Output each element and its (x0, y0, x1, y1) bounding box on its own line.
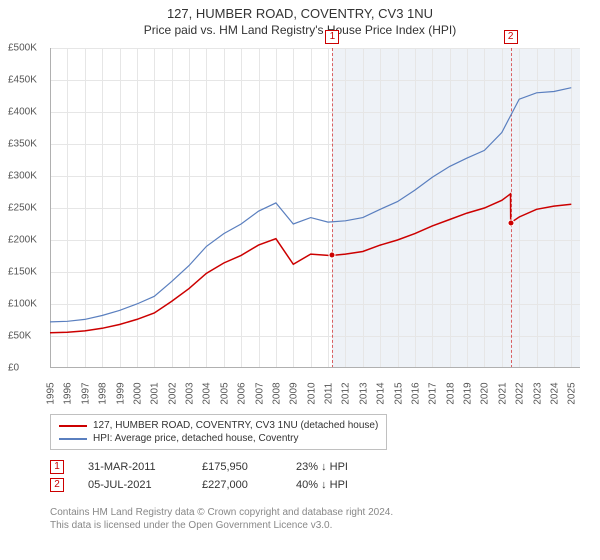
chart-container: 127, HUMBER ROAD, COVENTRY, CV3 1NU Pric… (0, 0, 600, 560)
x-tick-label: 2018 (445, 382, 456, 404)
x-tick-label: 2001 (150, 382, 161, 404)
y-tick-label: £150K (8, 267, 37, 278)
event-date: 05-JUL-2021 (88, 479, 178, 491)
x-tick-label: 2024 (550, 382, 561, 404)
x-tick-label: 2014 (376, 382, 387, 404)
event-badge: 1 (50, 460, 64, 474)
x-tick-label: 2021 (497, 382, 508, 404)
event-delta: 40% ↓ HPI (296, 479, 348, 491)
x-tick-label: 1995 (46, 382, 57, 404)
y-tick-label: £450K (8, 75, 37, 86)
x-tick-label: 2013 (358, 382, 369, 404)
x-tick-label: 1996 (63, 382, 74, 404)
event-row: 2 05-JUL-2021 £227,000 40% ↓ HPI (50, 476, 348, 494)
x-tick-label: 2016 (411, 382, 422, 404)
y-tick-label: £250K (8, 203, 37, 214)
x-tick-label: 2000 (133, 382, 144, 404)
event-price: £227,000 (202, 479, 272, 491)
x-tick-label: 2006 (237, 382, 248, 404)
x-tick-label: 2017 (428, 382, 439, 404)
x-tick-label: 1997 (80, 382, 91, 404)
x-tick-label: 2003 (185, 382, 196, 404)
legend-swatch (59, 438, 87, 440)
x-tick-label: 2008 (272, 382, 283, 404)
x-tick-label: 2012 (341, 382, 352, 404)
legend-label: HPI: Average price, detached house, Cove… (93, 433, 299, 444)
x-tick-label: 1999 (115, 382, 126, 404)
event-dot (507, 219, 514, 226)
legend: 127, HUMBER ROAD, COVENTRY, CV3 1NU (det… (50, 414, 387, 450)
event-row: 1 31-MAR-2011 £175,950 23% ↓ HPI (50, 458, 348, 476)
legend-swatch (59, 425, 87, 427)
event-price: £175,950 (202, 461, 272, 473)
y-tick-label: £300K (8, 171, 37, 182)
y-tick-label: £500K (8, 43, 37, 54)
x-tick-label: 2005 (219, 382, 230, 404)
x-tick-label: 2015 (393, 382, 404, 404)
x-tick-label: 2019 (463, 382, 474, 404)
footer-line: Contains HM Land Registry data © Crown c… (50, 506, 393, 519)
y-tick-label: £100K (8, 299, 37, 310)
event-date: 31-MAR-2011 (88, 461, 178, 473)
x-tick-label: 2010 (306, 382, 317, 404)
x-tick-label: 2025 (567, 382, 578, 404)
chart-title: 127, HUMBER ROAD, COVENTRY, CV3 1NU (0, 0, 600, 21)
footer: Contains HM Land Registry data © Crown c… (50, 506, 393, 532)
legend-item-hpi: HPI: Average price, detached house, Cove… (59, 432, 378, 445)
y-tick-label: £400K (8, 107, 37, 118)
event-badge: 2 (50, 478, 64, 492)
x-tick-label: 2009 (289, 382, 300, 404)
marker-badge: 2 (504, 30, 518, 44)
x-tick-label: 1998 (98, 382, 109, 404)
x-tick-label: 2023 (532, 382, 543, 404)
x-tick-label: 2020 (480, 382, 491, 404)
x-tick-label: 2011 (323, 383, 334, 405)
event-dot (329, 252, 336, 259)
y-tick-label: £200K (8, 235, 37, 246)
event-table: 1 31-MAR-2011 £175,950 23% ↓ HPI 2 05-JU… (50, 458, 348, 494)
line-series (50, 48, 580, 368)
y-tick-label: £350K (8, 139, 37, 150)
x-tick-label: 2002 (167, 382, 178, 404)
marker-badge: 1 (325, 30, 339, 44)
legend-label: 127, HUMBER ROAD, COVENTRY, CV3 1NU (det… (93, 420, 378, 431)
y-tick-label: £50K (8, 331, 31, 342)
footer-line: This data is licensed under the Open Gov… (50, 519, 393, 532)
x-tick-label: 2004 (202, 382, 213, 404)
series-price_paid (50, 194, 571, 333)
event-delta: 23% ↓ HPI (296, 461, 348, 473)
x-tick-label: 2022 (515, 382, 526, 404)
legend-item-price-paid: 127, HUMBER ROAD, COVENTRY, CV3 1NU (det… (59, 419, 378, 432)
x-tick-label: 2007 (254, 382, 265, 404)
y-tick-label: £0 (8, 363, 19, 374)
